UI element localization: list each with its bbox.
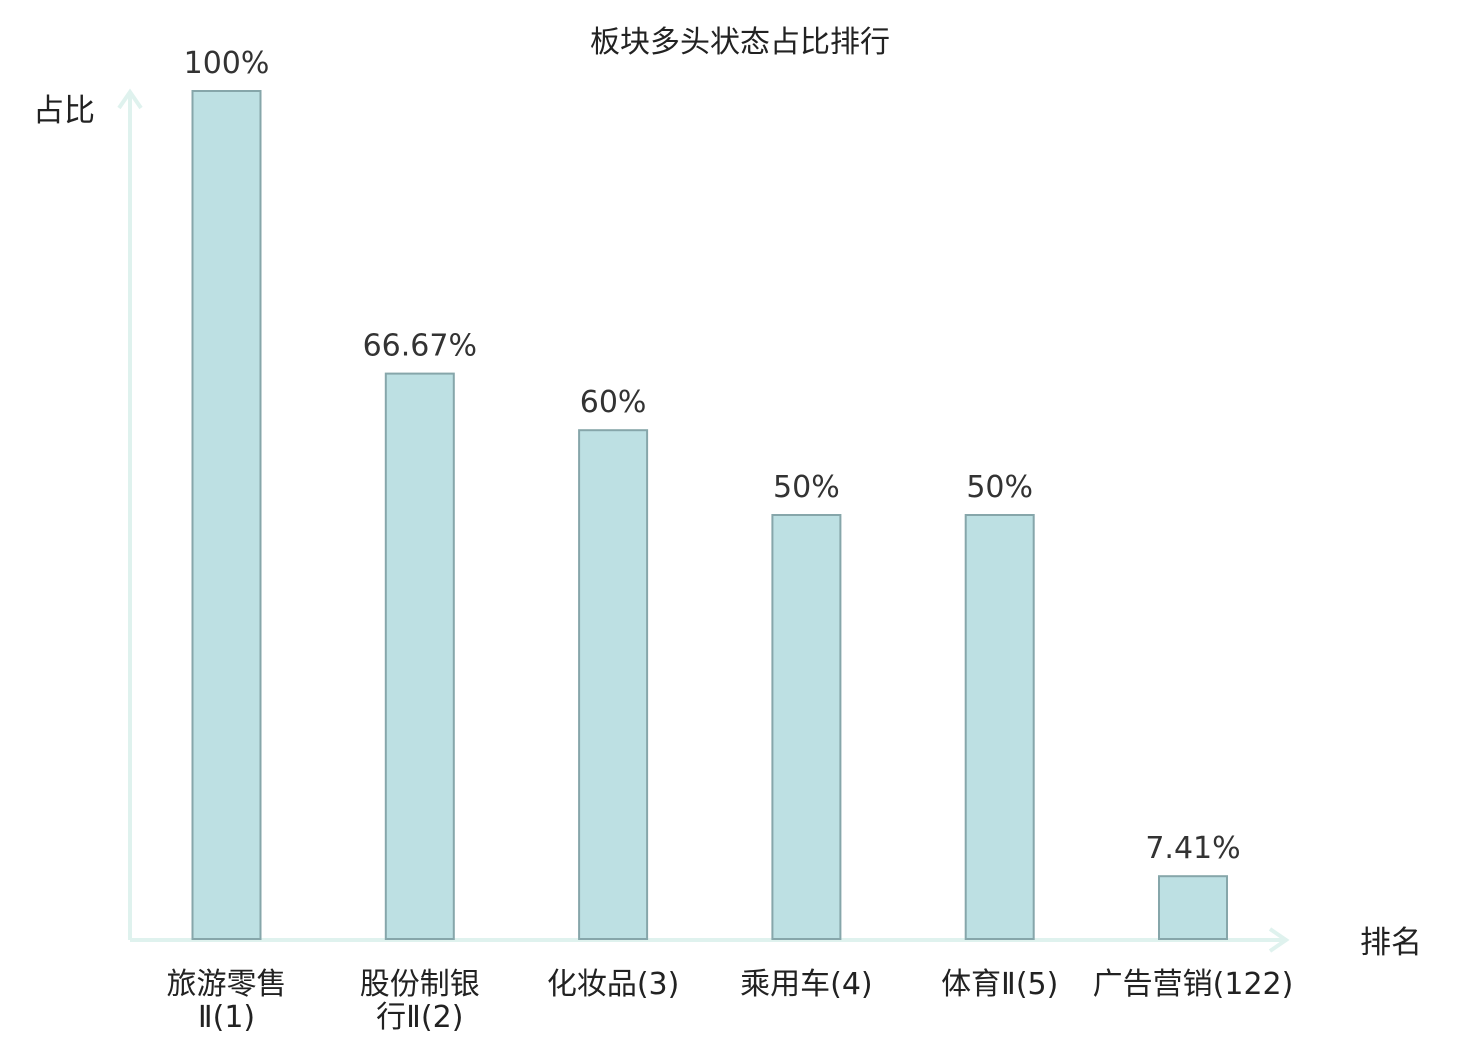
category-label: Ⅱ(1): [198, 1000, 255, 1035]
data-label: 7.41%: [1145, 831, 1240, 866]
bars: [191, 90, 1228, 941]
category-label: 乘用车(4): [740, 967, 873, 1002]
y-axis-label: 占比: [33, 93, 95, 129]
data-label: 100%: [184, 46, 270, 81]
bar: [578, 429, 649, 940]
y-axis-arrow-icon: [117, 88, 143, 110]
bar: [1158, 875, 1228, 941]
category-label: 体育Ⅱ(5): [941, 967, 1058, 1002]
x-axis-arrow-icon: [1268, 927, 1290, 953]
data-label: 50%: [773, 470, 840, 505]
data-labels: 100% 66.67% 60% 50% 50% 7.41%: [184, 46, 1241, 866]
data-label: 66.67%: [363, 329, 477, 364]
bar: [964, 514, 1035, 940]
x-axis-label: 排名: [1360, 925, 1422, 961]
category-label: 行Ⅱ(2): [376, 1000, 463, 1035]
bar: [771, 514, 842, 940]
y-axis: [117, 88, 143, 940]
x-axis: [130, 927, 1290, 953]
chart-title: 板块多头状态占比排行: [590, 25, 890, 60]
category-label: 化妆品(3): [547, 967, 680, 1002]
data-label: 50%: [966, 470, 1033, 505]
bar: [191, 90, 262, 940]
category-label: 广告营销(122): [1093, 967, 1294, 1002]
category-label: 股份制银: [360, 967, 480, 1002]
data-label: 60%: [580, 385, 647, 420]
category-label: 旅游零售: [167, 967, 287, 1002]
bar: [384, 372, 455, 941]
